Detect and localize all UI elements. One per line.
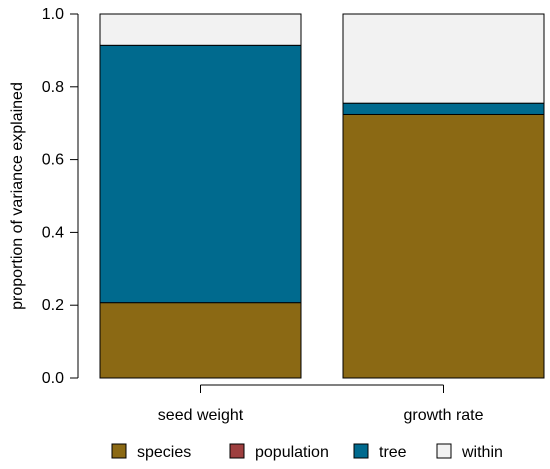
- bars: [99, 13, 545, 379]
- y-tick-label: 0.4: [42, 224, 64, 241]
- y-tick-label: 0.2: [42, 297, 64, 314]
- x-category-label: seed weight: [158, 407, 244, 424]
- y-tick-label: 0.6: [42, 152, 64, 169]
- bar-seed-weight-tree: [99, 44, 302, 304]
- bar-growth-rate-within: [342, 13, 545, 104]
- y-axis: 0.0 0.2 0.4 0.6 0.8 1.0: [42, 6, 79, 387]
- legend-label-tree: tree: [379, 444, 407, 461]
- y-axis-title: proportion of variance explained: [9, 82, 26, 310]
- legend-swatch-within: [436, 443, 452, 459]
- legend-swatch-species: [111, 443, 127, 459]
- bar-growth-rate-tree: [342, 102, 545, 115]
- legend-swatch-population: [229, 443, 245, 459]
- y-tick-label: 1.0: [42, 6, 64, 23]
- bar-seed-weight-species: [99, 302, 302, 379]
- bar-growth-rate-species: [342, 113, 545, 379]
- legend: species population tree within: [111, 443, 503, 461]
- x-axis: seed weight growth rate: [158, 384, 484, 424]
- y-tick-label: 0.8: [42, 79, 64, 96]
- legend-label-within: within: [461, 444, 503, 461]
- legend-label-species: species: [137, 444, 191, 461]
- legend-swatch-tree: [353, 443, 369, 459]
- legend-label-population: population: [255, 444, 329, 461]
- x-category-label: growth rate: [403, 407, 483, 424]
- y-tick-label: 0.0: [42, 370, 64, 387]
- bar-seed-weight-within: [99, 13, 302, 46]
